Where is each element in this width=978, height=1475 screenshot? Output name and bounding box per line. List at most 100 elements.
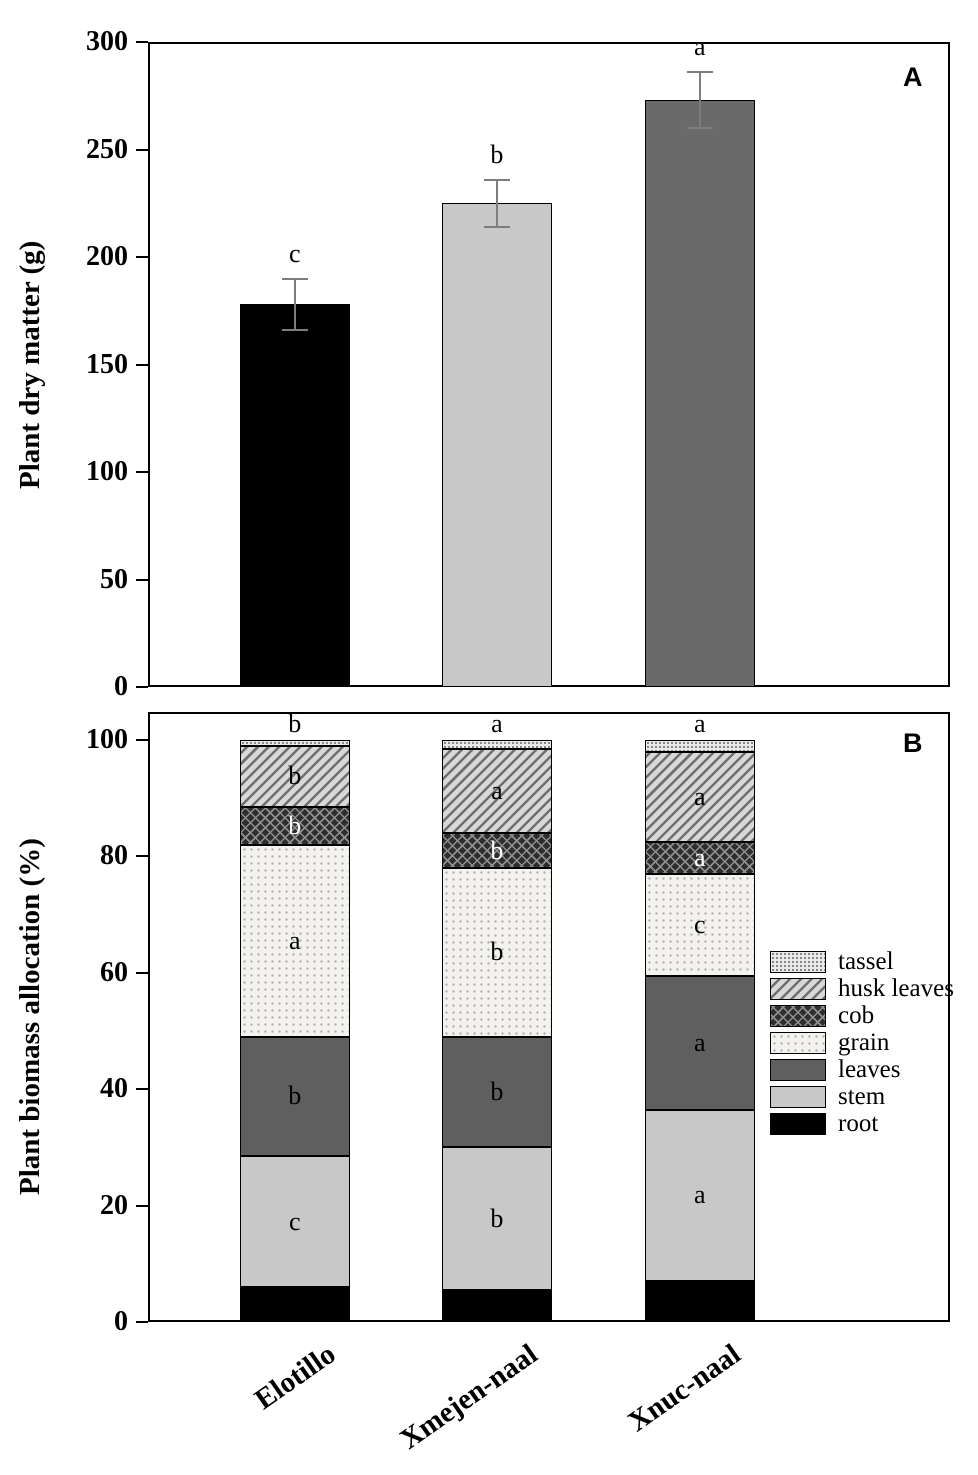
error-bar-cap-top [281,277,308,280]
segment-letter-grain: a [288,925,301,955]
legend-item-husk-leaves: husk leaves [770,975,954,1002]
segment-cob-xmejen-naal [441,833,552,869]
segment-husk-leaves-elotillo [239,745,350,807]
panel-a-y-tick-mark [136,471,148,473]
segment-tassel-xnuc-naal [644,740,755,752]
panel-b-y-tick-mark [136,855,148,858]
error-bar-cap-top [686,71,713,74]
panel-a-y-tick-label: 250 [86,133,128,165]
panel-a-y-tick-mark [136,256,148,258]
segment-leaves-elotillo [239,1036,350,1157]
panel-a-significance-letter: b [490,139,504,169]
stem-swatch-icon [770,1086,826,1108]
panel-a-y-tick-label: 300 [86,26,128,57]
root-swatch-icon [770,1113,826,1135]
segment-stem-xmejen-naal [441,1147,552,1290]
panel-b-y-tick-mark [136,971,148,974]
legend-label-grain: grain [838,1029,890,1056]
segment-letter-cob: a [693,842,706,872]
segment-leaves-xnuc-naal [644,975,755,1110]
error-bar-line [495,179,498,227]
panel-b-y-tick-label: 100 [86,724,128,755]
segment-grain-xmejen-naal [441,868,552,1037]
legend-item-grain: grain [770,1029,954,1056]
segment-letter-husk-leaves: a [693,781,706,811]
panel-a-y-tick-mark [136,41,148,43]
panel-a-bar-elotillo [239,304,350,687]
segment-letter-stem: a [693,1180,706,1210]
error-bar-cap-bottom [281,329,308,332]
segment-letter-husk-leaves: b [288,761,302,791]
panel-a-label: A [903,62,923,92]
panel-b-y-tick-label: 40 [100,1073,128,1105]
segment-root-xmejen-naal [441,1289,552,1322]
error-bar-cap-bottom [483,225,510,228]
panel-b-y-tick-mark [136,1088,148,1091]
legend-item-leaves: leaves [770,1056,954,1083]
panel-a-y-tick-mark [136,578,148,581]
segment-letter-grain: b [490,937,504,967]
legend-label-husk-leaves: husk leaves [838,975,954,1002]
segment-stem-elotillo [239,1156,350,1288]
panel-b-y-tick-label: 60 [100,956,128,988]
segment-letter-leaves: b [288,1081,302,1111]
segment-letter-cob: b [288,810,302,840]
panel-a-y-tick-label: 50 [100,563,128,595]
segment-tassel-xmejen-naal [441,740,552,749]
panel-a-y-tick-mark [136,363,148,366]
panel-b-top-letter: b [288,709,302,738]
panel-a-significance-letter: a [693,32,706,62]
segment-tassel-elotillo [239,740,350,746]
segment-letter-leaves: a [693,1027,706,1057]
panel-b-y-tick-mark [136,1204,148,1207]
segment-letter-husk-leaves: a [491,775,503,805]
tassel-swatch-icon [770,951,826,973]
panel-b-y-tick-mark [136,1321,148,1323]
segment-letter-stem: c [288,1206,301,1236]
x-axis-label-xmejen-naal: Xmejen-naal [394,1338,544,1456]
panel-b-y-tick-label: 80 [100,840,128,872]
segment-letter-grain: c [693,909,706,939]
legend-label-cob: cob [838,1002,875,1029]
legend-item-root: root [770,1110,954,1137]
leaves-swatch-icon [770,1059,826,1081]
segment-husk-leaves-xnuc-naal [644,751,755,842]
error-bar-cap-bottom [686,127,713,129]
panel-a-y-tick-mark [136,686,148,688]
panel-b-label: B [903,728,923,758]
legend-item-cob: cob [770,1002,954,1029]
segment-stem-xnuc-naal [644,1109,755,1282]
panel-b-y-tick-label: 20 [100,1189,128,1221]
segment-grain-elotillo [239,844,350,1037]
error-bar-line [293,278,296,331]
grain-swatch-icon [770,1032,826,1054]
legend-label-root: root [838,1110,879,1137]
legend: tassel husk leaves cob grain leaves stem root [770,948,954,1137]
cob-swatch-icon [770,1005,826,1027]
x-axis-label-xnuc-naal: Xnuc-naal [622,1338,747,1439]
panel-b-y-tick-mark [136,739,148,741]
segment-husk-leaves-xmejen-naal [441,748,552,834]
panel-b-y-tick-label: 0 [114,1306,128,1337]
panel-b-top-letter: a [693,709,706,738]
legend-label-leaves: leaves [838,1056,901,1083]
legend-label-stem: stem [838,1083,886,1110]
segment-root-elotillo [239,1287,350,1322]
panel-a-y-tick-mark [136,148,148,151]
segment-grain-xnuc-naal [644,873,755,976]
legend-item-stem: stem [770,1083,954,1110]
segment-cob-xnuc-naal [644,841,755,874]
panel-a-significance-letter: c [288,238,301,268]
panel-a-y-tick-label: 0 [114,671,128,702]
husk-leaves-swatch-icon [770,978,826,1000]
legend-item-tassel: tassel [770,948,954,975]
segment-letter-stem: b [490,1203,504,1233]
panel-b-top-letter: a [491,709,503,738]
segment-letter-leaves: b [490,1077,504,1107]
error-bar-line [698,72,701,128]
segment-cob-elotillo [239,806,350,845]
segment-leaves-xmejen-naal [441,1036,552,1148]
legend-label-tassel: tassel [838,948,894,975]
segment-root-xnuc-naal [644,1281,755,1322]
